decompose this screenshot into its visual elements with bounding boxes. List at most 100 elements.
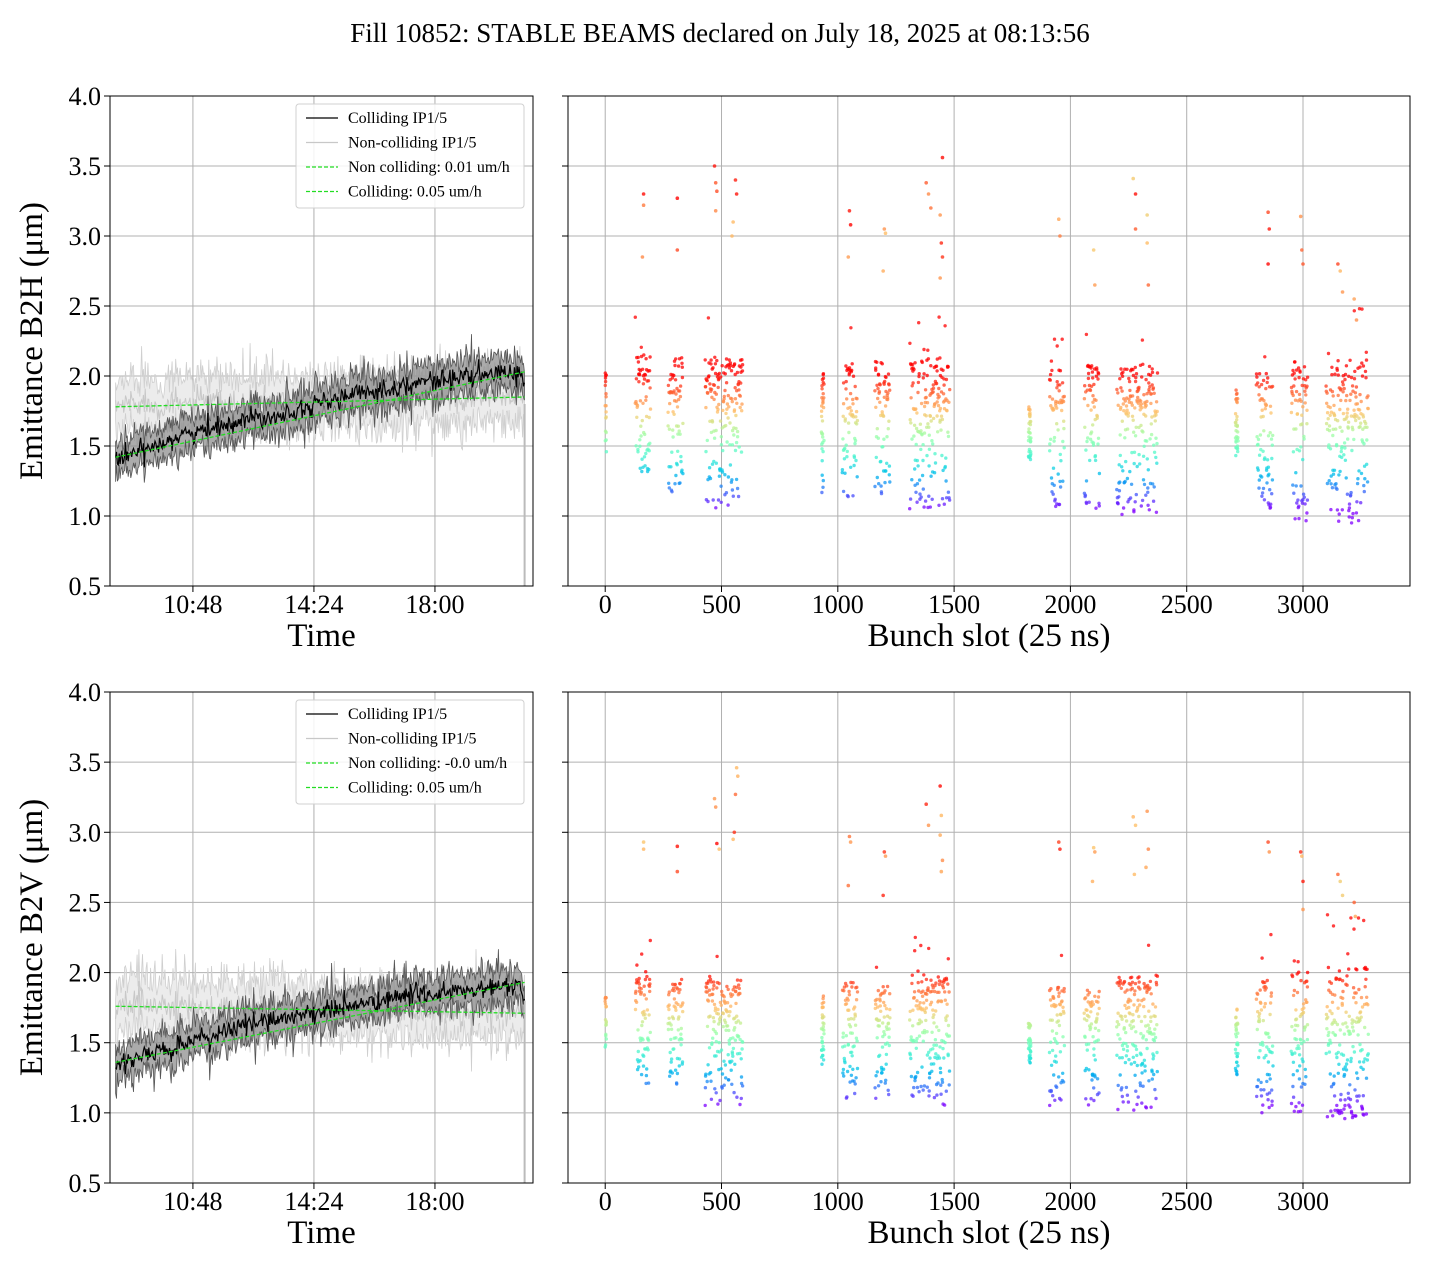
bunch-point xyxy=(851,1067,855,1072)
bunch-point xyxy=(1359,995,1364,1000)
bunch-point xyxy=(710,420,715,424)
bunch-point xyxy=(673,378,678,382)
bunch-point xyxy=(679,1043,683,1047)
bunch-point xyxy=(931,386,936,390)
bunch-point xyxy=(1029,436,1033,440)
outlier-point xyxy=(675,196,680,200)
bunch-point xyxy=(1137,980,1141,984)
bunch-point xyxy=(726,416,730,420)
bunch-point xyxy=(1356,477,1360,481)
bunch-point xyxy=(1342,1032,1347,1036)
bunch-point xyxy=(1135,1063,1140,1068)
bunch-point xyxy=(941,986,946,990)
bunch-point xyxy=(1360,1107,1365,1111)
bunch-point xyxy=(640,1023,644,1028)
bunch-point xyxy=(1292,371,1296,375)
outlier-point xyxy=(1338,269,1343,273)
bunch-point xyxy=(1234,1035,1239,1039)
y-tick-label: 4.0 xyxy=(69,678,102,707)
bunch-point xyxy=(604,450,609,454)
bunch-point xyxy=(1236,397,1240,401)
bunch-point xyxy=(1290,1024,1294,1029)
y-axis-label: Emittance B2H (μm) xyxy=(14,202,50,480)
bunch-point xyxy=(1052,996,1056,1000)
bunch-point xyxy=(1129,482,1134,486)
bunch-point xyxy=(1270,1050,1274,1055)
bunch-point xyxy=(639,424,643,428)
bunch-point xyxy=(1352,927,1356,931)
bunch-point xyxy=(1049,1063,1054,1068)
bunch-point xyxy=(1062,394,1067,399)
bunch-point xyxy=(1054,1031,1059,1036)
bunch-point xyxy=(734,985,739,989)
bunch-point xyxy=(1303,1082,1307,1087)
bunch-point xyxy=(1357,1060,1362,1064)
bunch-point xyxy=(724,381,729,385)
bunch-point xyxy=(1342,1107,1346,1111)
bunch-point xyxy=(1089,408,1093,412)
bunch-point xyxy=(1155,409,1159,414)
bunch-point xyxy=(635,963,639,967)
outlier-point xyxy=(641,192,646,196)
x-tick-label: 10:48 xyxy=(163,590,222,619)
bunch-point xyxy=(875,475,879,480)
bunch-point xyxy=(849,326,853,330)
bunch-point xyxy=(731,1036,735,1040)
bunch-point xyxy=(941,392,946,396)
bunch-point xyxy=(1060,337,1064,341)
bunch-point xyxy=(1028,431,1032,435)
bunch-point xyxy=(886,372,891,376)
outlier-point xyxy=(1131,176,1136,181)
bunch-point xyxy=(845,1069,850,1074)
bunch-point xyxy=(1334,976,1339,981)
bunch-point xyxy=(1269,932,1273,937)
bunch-point xyxy=(1257,1012,1262,1016)
bunch-point xyxy=(1055,386,1059,390)
bunch-point xyxy=(879,491,884,496)
bunch-point xyxy=(944,1089,948,1093)
bunch-point xyxy=(854,458,858,463)
bunch-point xyxy=(855,1066,860,1071)
bunch-point xyxy=(1355,500,1359,504)
bunch-point xyxy=(1290,1052,1295,1057)
bunch-point xyxy=(853,1005,857,1009)
bunch-point xyxy=(713,362,718,366)
bunch-point xyxy=(1329,1085,1334,1089)
bunch-point xyxy=(737,983,741,987)
bunch-point xyxy=(822,382,826,386)
bunch-point xyxy=(603,383,607,388)
bunch-point xyxy=(1130,403,1135,407)
bunch-point xyxy=(928,1056,932,1060)
bunch-point xyxy=(1270,1088,1274,1092)
bunch-point xyxy=(719,443,724,447)
bunch-point xyxy=(1130,986,1135,991)
bunch-point xyxy=(917,1090,921,1094)
bunch-point xyxy=(821,996,825,1001)
bunch-point xyxy=(888,388,892,392)
bunch-point xyxy=(1340,1111,1344,1115)
bunch-point xyxy=(1028,1024,1033,1028)
bunch-point xyxy=(1363,369,1368,374)
bunch-point xyxy=(882,1015,886,1019)
bunch-point xyxy=(1141,362,1145,366)
bunch-point xyxy=(1256,381,1260,385)
bunch-point xyxy=(604,1004,608,1009)
bunch-point xyxy=(936,430,940,434)
outlier-point xyxy=(940,155,945,160)
legend-entry: Colliding: 0.05 um/h xyxy=(348,780,482,797)
outlier-point xyxy=(731,220,735,224)
bunch-point xyxy=(674,392,678,396)
bunch-point xyxy=(1143,1014,1147,1019)
bunch-point xyxy=(912,1085,916,1090)
bunch-point xyxy=(1093,1026,1098,1031)
bunch-point xyxy=(939,414,944,418)
bunch-point xyxy=(1293,1028,1297,1032)
bunch-point xyxy=(676,424,680,428)
bunch-point xyxy=(914,1074,918,1079)
bunch-point xyxy=(708,476,713,481)
bunch-point xyxy=(925,992,929,996)
bunch-point xyxy=(667,427,672,431)
bunch-point xyxy=(1084,332,1089,337)
bunch-point xyxy=(1266,376,1270,380)
bunch-point xyxy=(1097,504,1102,508)
